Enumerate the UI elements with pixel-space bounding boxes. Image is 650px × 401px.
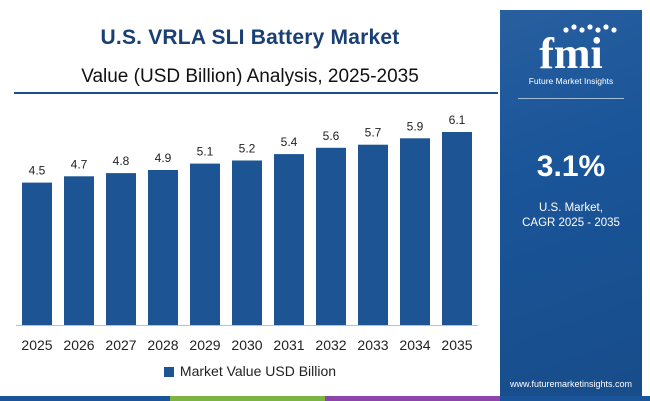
data-label-2031: 5.4: [281, 135, 298, 149]
x-tick-2031: 2031: [273, 337, 304, 353]
strip-segment-3: [325, 396, 500, 401]
x-tick-2026: 2026: [63, 337, 94, 353]
data-label-2029: 5.1: [197, 145, 214, 159]
data-label-2034: 5.9: [407, 119, 424, 133]
cagr-label-line-2: CAGR 2025 - 2035: [522, 217, 620, 229]
logo-tagline: Future Market Insights: [528, 76, 614, 86]
data-label-2025: 4.5: [29, 164, 46, 178]
x-tick-2035: 2035: [441, 337, 472, 353]
fmi-logo: fmi: [539, 24, 617, 78]
bar-chart: 4.5 2025 4.7 2026 4.8 2027 4.9 2028 5.1 2029 5.2 20…: [16, 113, 478, 353]
data-label-2027: 4.8: [113, 154, 130, 168]
strip-segment-1: [0, 396, 170, 401]
bar-2032: [316, 147, 346, 325]
x-tick-2032: 2032: [315, 337, 346, 353]
bar-2028: [148, 170, 178, 325]
bar-2025: [22, 182, 52, 325]
legend-swatch: [163, 367, 174, 377]
x-tick-2027: 2027: [105, 337, 136, 353]
title-divider: [14, 92, 498, 94]
data-label-2035: 6.1: [449, 113, 466, 127]
data-label-2026: 4.7: [71, 157, 88, 171]
cagr-label-line-1: U.S. Market,: [539, 202, 603, 214]
panel-texture: [500, 10, 642, 398]
fmi-dots-logo-icon: [563, 24, 617, 33]
chart-legend: Market Value USD Billion: [0, 363, 500, 379]
bar-2026: [64, 176, 94, 325]
bottom-color-strip: [0, 396, 650, 401]
data-label-2032: 5.6: [323, 129, 340, 143]
x-tick-2029: 2029: [189, 337, 220, 353]
data-label-2033: 5.7: [365, 126, 382, 140]
x-tick-2028: 2028: [147, 337, 178, 353]
bar-2027: [106, 173, 136, 325]
strip-segment-4: [500, 396, 650, 401]
x-tick-2033: 2033: [357, 337, 388, 353]
bar-2034: [400, 138, 430, 325]
bar-2030: [232, 160, 262, 325]
legend-label: Market Value USD Billion: [179, 363, 337, 379]
bar-2031: [274, 154, 304, 325]
logo-text: fmi: [539, 29, 603, 78]
bar-2029: [190, 163, 220, 325]
x-tick-2034: 2034: [399, 337, 430, 353]
bar-2033: [358, 144, 388, 325]
cagr-label: U.S. Market, CAGR 2025 - 2035: [500, 201, 642, 231]
data-label-2030: 5.2: [239, 142, 256, 156]
website-link[interactable]: www.futuremarketinsights.com: [509, 379, 633, 389]
bar-2035: [442, 132, 472, 325]
strip-segment-2: [170, 396, 325, 401]
x-tick-2030: 2030: [231, 337, 262, 353]
cagr-value: 3.1%: [536, 150, 606, 183]
chart-title: U.S. VRLA SLI Battery Market: [100, 26, 400, 49]
x-tick-2025: 2025: [21, 337, 52, 353]
chart-subtitle: Value (USD Billion) Analysis, 2025-2035: [81, 66, 419, 87]
panel-divider-top: [518, 98, 624, 99]
side-panel: fmi Future Market Insights 3.1% U.S. Mar…: [500, 10, 642, 398]
data-label-2028: 4.9: [155, 151, 172, 165]
